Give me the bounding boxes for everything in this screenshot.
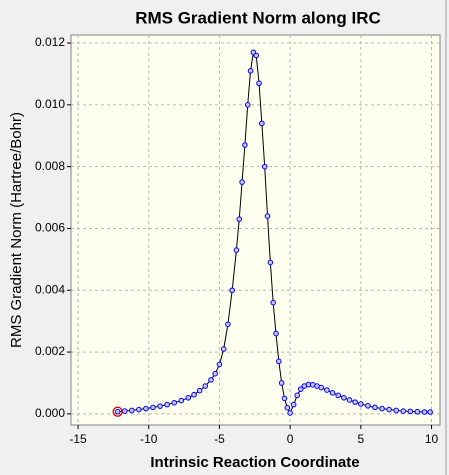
data-point (150, 404, 156, 411)
data-point (329, 390, 336, 396)
y-tick-label: 0.002 (35, 344, 65, 358)
data-point (216, 361, 223, 368)
data-point (178, 397, 185, 404)
data-point (225, 321, 231, 328)
data-point (318, 384, 325, 391)
data-point (229, 287, 235, 294)
data-point (421, 409, 428, 415)
data-point (128, 407, 135, 414)
data-point (136, 406, 142, 413)
data-point (287, 410, 293, 416)
data-point (236, 216, 243, 222)
data-point (171, 399, 178, 406)
y-tick-label: 0.008 (35, 159, 65, 173)
y-tick-label: 0.000 (35, 406, 65, 420)
data-point (208, 377, 214, 383)
x-tick-label: 5 (357, 432, 364, 446)
data-point (256, 80, 262, 87)
data-point (242, 142, 248, 148)
x-tick-label: -10 (140, 432, 158, 446)
data-point (324, 387, 330, 393)
data-point (281, 395, 288, 402)
data-point (196, 387, 203, 394)
data-point (294, 392, 301, 399)
y-tick-label: 0.012 (35, 35, 65, 49)
data-point (143, 405, 149, 412)
data-point (233, 247, 240, 253)
data-point (346, 397, 353, 403)
data-point (379, 405, 385, 412)
current-point (112, 406, 123, 417)
y-tick-label: 0.006 (35, 221, 65, 235)
y-tick-label: 0.004 (35, 282, 65, 296)
data-point (114, 408, 121, 415)
data-point (414, 408, 421, 415)
data-point (253, 52, 260, 59)
data-point (202, 383, 209, 389)
data-point (239, 179, 245, 185)
data-point (284, 404, 291, 411)
data-point (212, 370, 219, 377)
data-point (372, 404, 378, 411)
data-point (290, 401, 297, 408)
data-point (341, 395, 347, 401)
data-point (427, 409, 433, 415)
y-axis-label: RMS Gradient Norm (Hartree/Bohr) (8, 112, 25, 348)
data-point (267, 259, 274, 266)
x-tick-label: 10 (425, 432, 439, 446)
x-axis-label: Intrinsic Reaction Coordinate (150, 454, 359, 471)
data-point (352, 399, 358, 405)
y-tick-label: 0.010 (35, 97, 65, 111)
x-tick-label: -15 (69, 432, 87, 446)
data-point (261, 163, 268, 170)
data-point (259, 120, 265, 127)
plot-area (70, 34, 441, 426)
data-point (185, 395, 192, 401)
data-point (191, 391, 197, 398)
chart-title: RMS Gradient Norm along IRC (135, 8, 381, 27)
data-point (244, 102, 251, 108)
data-point (335, 392, 342, 399)
data-point (276, 358, 282, 365)
data-point (407, 408, 414, 415)
data-point (400, 408, 407, 414)
data-point (264, 213, 271, 219)
data-point (247, 68, 254, 74)
x-tick-label: 0 (287, 432, 294, 446)
data-point (164, 401, 170, 408)
data-point (278, 380, 285, 386)
x-tick-label: -5 (214, 432, 225, 446)
data-point (273, 330, 279, 337)
data-point (365, 403, 371, 409)
data-point (297, 386, 304, 392)
data-point (386, 406, 392, 413)
data-point (121, 408, 128, 414)
data-point (270, 299, 276, 306)
data-point (358, 401, 364, 407)
data-point (393, 407, 399, 414)
data-point (157, 403, 163, 409)
data-point (220, 346, 227, 352)
